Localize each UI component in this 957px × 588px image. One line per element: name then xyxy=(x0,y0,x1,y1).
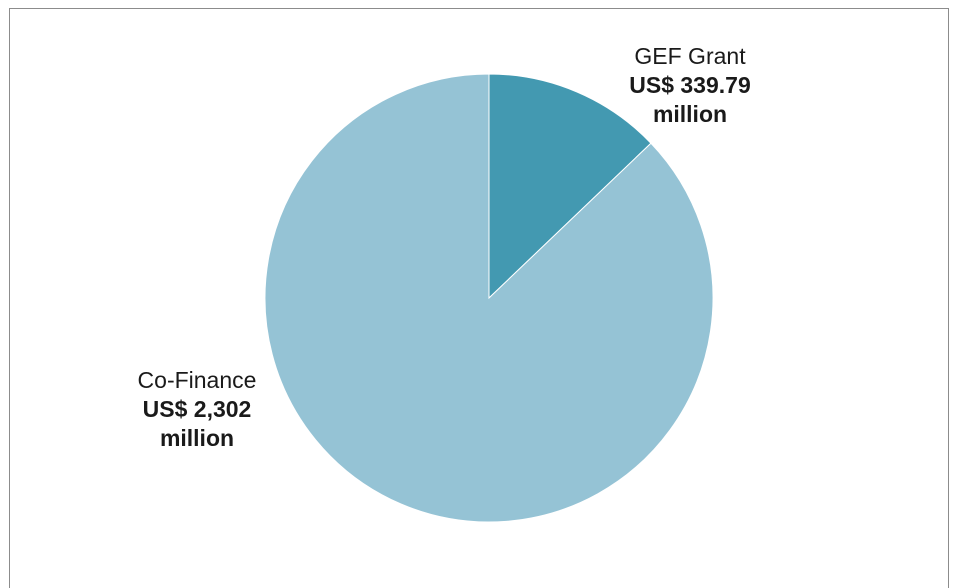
slice-name-co-finance: Co-Finance xyxy=(137,367,257,393)
pie-slices xyxy=(264,73,714,523)
slice-label-co-finance: Co-Finance US$ 2,302 million xyxy=(112,366,282,453)
slice-amount-gef-grant: US$ 339.79 xyxy=(629,72,751,98)
pie-slice-co-finance xyxy=(264,73,714,523)
chart-frame xyxy=(9,8,949,588)
slice-unit-gef-grant: million xyxy=(652,101,728,127)
slice-amount-co-finance: US$ 2,302 xyxy=(142,396,252,422)
pie-slice-gef-grant xyxy=(488,73,652,300)
slice-unit-co-finance: million xyxy=(159,425,235,451)
slice-label-gef-grant: GEF Grant US$ 339.79 million xyxy=(610,42,770,129)
slice-name-gef-grant: GEF Grant xyxy=(634,43,746,69)
